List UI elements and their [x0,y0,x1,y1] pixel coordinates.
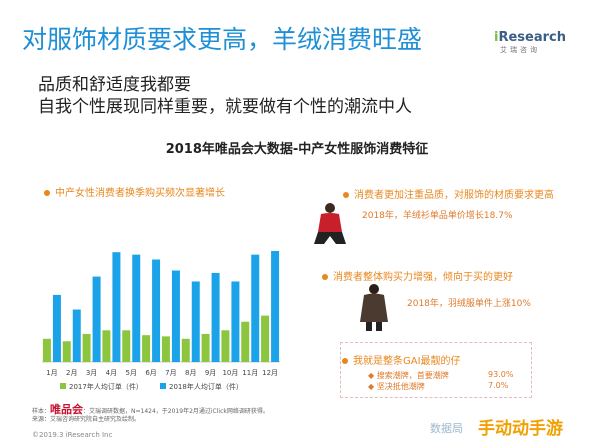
watermark-text: 数据局 [430,422,463,435]
bar-2017-6 [142,335,151,362]
bar-2017-3 [82,333,91,362]
bar-2017-5 [122,330,131,362]
bullet-dot-icon [343,192,349,198]
legend-label: 2018年人均订单（件） [169,382,243,391]
x-tick-label: 2月 [66,369,77,377]
bar-2018-7 [171,270,180,362]
bar-2018-3 [92,276,101,362]
bar-2018-11 [251,254,260,362]
x-tick-label: 12月 [262,369,278,377]
source-brand: 唯品会 [50,403,84,416]
bar-2017-12 [261,315,270,362]
bar-2018-2 [72,309,81,362]
bar-2018-12 [271,250,280,362]
x-tick-label: 4月 [106,369,117,377]
x-tick-label: 10月 [222,369,238,377]
source-note: 样本：唯品会：艾瑞调研数据，N=1424，于2019年2月通过iClick网络调… [32,403,269,423]
bar-2018-5 [132,254,141,362]
subtitle-line-2: 自我个性展现同样重要，就要做有个性的潮流中人 [38,97,412,117]
point-1-heading: 消费者更加注重品质，对服饰的材质要求更高 [343,186,554,201]
bar-2017-9 [201,333,210,362]
legend-swatch [60,383,66,389]
bullet-dot-icon [322,274,328,280]
copyright: ©2019.3 iResearch Inc [32,431,113,439]
subtitle-line-1: 品质和舒适度我都要 [38,75,191,95]
bar-2017-8 [181,338,190,362]
logo-wordmark: iResearch [494,30,566,45]
x-tick-label: 1月 [46,369,57,377]
bullet-dot-icon [342,358,348,364]
legend-label: 2017年人均订单（件） [69,382,143,391]
bar-2017-10 [221,330,230,362]
model-down-jacket-image [360,284,388,331]
bar-2018-6 [152,259,161,362]
chart-title: 2018年唯品会大数据-中产女性服饰消费特征 [165,142,429,157]
x-tick-label: 9月 [205,369,216,377]
bar-2018-9 [211,272,220,362]
point-2-heading: 消费者整体购买力增强，倾向于买的更好 [322,268,513,283]
point-3-heading: 我就是整条GAI最靓的仔 [342,352,461,367]
watermark-logo: 手动动手游 [478,419,563,439]
chart-annotation: 中产女性消费者换季购买频次显著增长 [44,184,225,199]
point-3-item-value: 93.0% [488,370,514,379]
bar-2018-4 [112,252,121,362]
model-red-sweater-image [314,203,346,244]
highlight-box [340,342,532,398]
bar-2017-4 [102,330,111,362]
bar-2017-7 [161,336,170,362]
point-1-note: 2018年，羊绒衫单品单价增长18.7% [362,211,513,221]
x-tick-label: 11月 [242,369,258,377]
bar-2017-2 [62,341,71,362]
bar-2017-1 [42,338,51,362]
x-tick-label: 5月 [126,369,137,377]
bullet-dot-icon [44,190,50,196]
x-tick-label: 3月 [86,369,97,377]
x-tick-label: 6月 [145,369,156,377]
bar-2018-8 [191,281,200,362]
bar-2018-1 [52,294,61,362]
x-tick-label: 8月 [185,369,196,377]
page-title: 对服饰材质要求更高，羊绒消费旺盛 [22,25,423,54]
bar-2018-10 [231,281,240,362]
x-tick-label: 7月 [165,369,176,377]
iresearch-logo: iResearch 艾瑞咨询 [494,30,570,64]
point-2-note: 2018年，羽绒服单件上涨10% [407,299,531,309]
point-3-item-value: 7.0% [488,381,509,390]
point-3-item: ◆ 搜索潮牌，首要潮牌 [368,371,449,380]
legend-swatch [160,383,166,389]
bar-2017-11 [241,321,250,362]
bar-chart: 1月 2月 3月 4月 5月 6月 7月 8月 9月 10月 11月 12月 2017年人均订单（件） 2… [42,250,280,391]
logo-subtext: 艾瑞咨询 [500,46,540,54]
point-3-item: ◆ 坚决抵他潮牌 [368,382,425,391]
